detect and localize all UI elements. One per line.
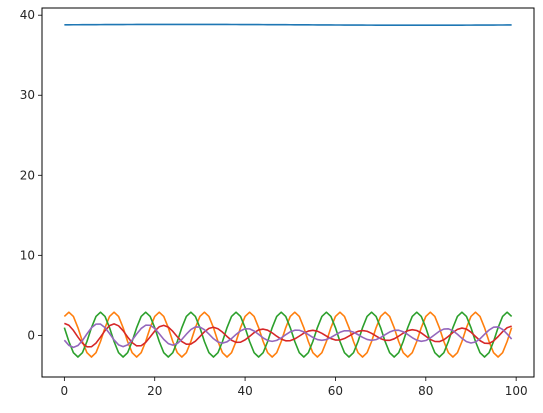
series-line-1 xyxy=(64,24,511,25)
x-tick-label: 100 xyxy=(505,384,528,398)
x-tick-label: 60 xyxy=(328,384,343,398)
x-tick-label: 80 xyxy=(418,384,433,398)
y-tick-label: 10 xyxy=(20,248,35,262)
x-tick-label: 20 xyxy=(147,384,162,398)
y-tick-label: 30 xyxy=(20,88,35,102)
x-tick-label: 40 xyxy=(237,384,252,398)
x-tick-label: 0 xyxy=(61,384,69,398)
y-tick-label: 20 xyxy=(20,168,35,182)
y-tick-label: 0 xyxy=(27,328,35,342)
y-tick-label: 40 xyxy=(20,8,35,22)
